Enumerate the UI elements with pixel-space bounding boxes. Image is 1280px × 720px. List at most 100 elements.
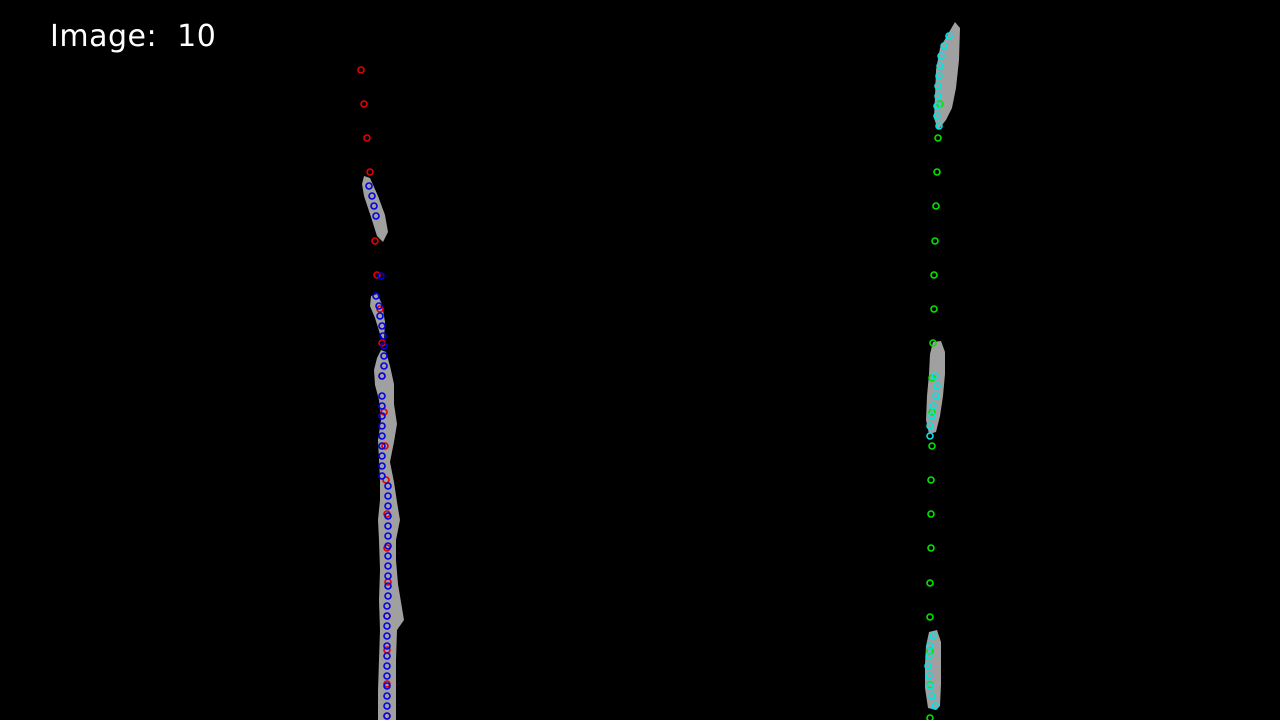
- right-segment-1: [934, 22, 960, 130]
- left-detected-point: [383, 662, 391, 670]
- right-fit-point: [934, 134, 942, 142]
- left-detected-point: [372, 292, 380, 300]
- left-detected-point: [370, 202, 378, 210]
- left-detected-point: [383, 642, 391, 650]
- left-detected-point: [383, 692, 391, 700]
- left-detected-point: [379, 332, 387, 340]
- left-fit-point: [373, 271, 381, 279]
- left-detected-point: [384, 482, 392, 490]
- right-detected-point: [940, 42, 948, 50]
- left-detected-point: [383, 702, 391, 710]
- left-detected-point: [384, 512, 392, 520]
- right-fit-point: [926, 714, 934, 720]
- left-detected-point: [383, 602, 391, 610]
- left-fit-point: [357, 66, 365, 74]
- right-detected-point: [932, 392, 940, 400]
- left-detected-point: [378, 452, 386, 460]
- left-detected-point: [376, 312, 384, 320]
- right-fit-point: [927, 510, 935, 518]
- left-detected-point: [384, 592, 392, 600]
- right-fit-point: [926, 579, 934, 587]
- left-detected-point: [383, 612, 391, 620]
- right-detected-point: [934, 82, 942, 90]
- left-fit-point: [366, 168, 374, 176]
- right-detected-point: [936, 62, 944, 70]
- right-detected-point: [925, 672, 933, 680]
- right-detected-point: [925, 652, 933, 660]
- left-detected-point: [375, 302, 383, 310]
- right-detected-point: [926, 432, 934, 440]
- left-detected-point: [384, 492, 392, 500]
- left-detected-point: [380, 362, 388, 370]
- right-detected-point: [933, 112, 941, 120]
- left-detected-point: [383, 672, 391, 680]
- right-fit-point: [930, 305, 938, 313]
- right-detected-point: [924, 662, 932, 670]
- right-detected-point: [926, 642, 934, 650]
- left-detected-point: [378, 402, 386, 410]
- right-detected-point: [926, 422, 934, 430]
- left-detected-point: [377, 272, 385, 280]
- left-detected-point: [384, 532, 392, 540]
- right-detected-point: [931, 372, 939, 380]
- right-fit-point: [927, 476, 935, 484]
- left-detected-point: [383, 622, 391, 630]
- left-detected-point: [384, 542, 392, 550]
- left-detected-point: [384, 502, 392, 510]
- lane-markers: [357, 32, 953, 720]
- frame-number-label: Image: 10: [50, 19, 217, 54]
- left-detected-point: [384, 562, 392, 570]
- left-detected-point: [368, 192, 376, 200]
- right-detected-point: [933, 102, 941, 110]
- right-fit-point: [933, 168, 941, 176]
- right-detected-point: [945, 32, 953, 40]
- right-fit-point: [926, 647, 934, 655]
- right-segment-2: [926, 341, 945, 434]
- left-detected-point: [378, 322, 386, 330]
- right-detected-point: [928, 692, 936, 700]
- right-detected-point: [935, 122, 943, 130]
- left-detected-point: [380, 352, 388, 360]
- left-detected-point: [380, 342, 388, 350]
- right-fit-point: [926, 613, 934, 621]
- right-detected-point: [929, 402, 937, 410]
- left-detected-point: [384, 522, 392, 530]
- left-detected-point: [378, 412, 386, 420]
- left-detected-point: [383, 682, 391, 690]
- left-detected-point: [384, 582, 392, 590]
- right-detected-point: [928, 412, 936, 420]
- right-detected-point: [937, 52, 945, 60]
- left-fit-point: [381, 442, 389, 450]
- right-fit-point: [930, 271, 938, 279]
- left-detected-point: [372, 212, 380, 220]
- left-detected-point: [378, 462, 386, 470]
- right-detected-point: [926, 682, 934, 690]
- left-detected-point: [378, 472, 386, 480]
- right-detected-point: [929, 632, 937, 640]
- right-fit-point: [932, 202, 940, 210]
- left-fit-point: [371, 237, 379, 245]
- right-fit-point: [927, 544, 935, 552]
- right-detected-point: [933, 382, 941, 390]
- left-fit-point: [363, 134, 371, 142]
- right-fit-point: [931, 237, 939, 245]
- left-detected-point: [378, 432, 386, 440]
- right-detected-point: [931, 702, 939, 710]
- right-fit-point: [928, 442, 936, 450]
- left-detected-point: [383, 712, 391, 720]
- right-segment-3: [925, 630, 941, 710]
- left-detected-point: [365, 182, 373, 190]
- lane-segments: [362, 22, 960, 720]
- left-detected-point: [383, 652, 391, 660]
- right-fit-point: [929, 339, 937, 347]
- left-detected-point: [383, 632, 391, 640]
- left-detected-point: [378, 422, 386, 430]
- left-detected-point: [378, 372, 386, 380]
- left-detected-point: [384, 552, 392, 560]
- right-detected-point: [935, 72, 943, 80]
- left-detected-point: [384, 572, 392, 580]
- right-detected-point: [934, 92, 942, 100]
- left-detected-point: [378, 442, 386, 450]
- left-detected-point: [378, 392, 386, 400]
